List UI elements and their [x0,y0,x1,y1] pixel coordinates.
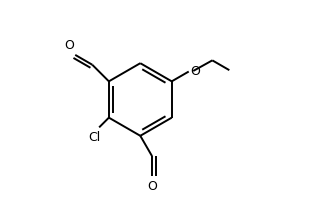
Text: O: O [64,39,74,52]
Text: O: O [190,65,200,78]
Text: O: O [147,180,157,193]
Text: Cl: Cl [88,131,100,144]
